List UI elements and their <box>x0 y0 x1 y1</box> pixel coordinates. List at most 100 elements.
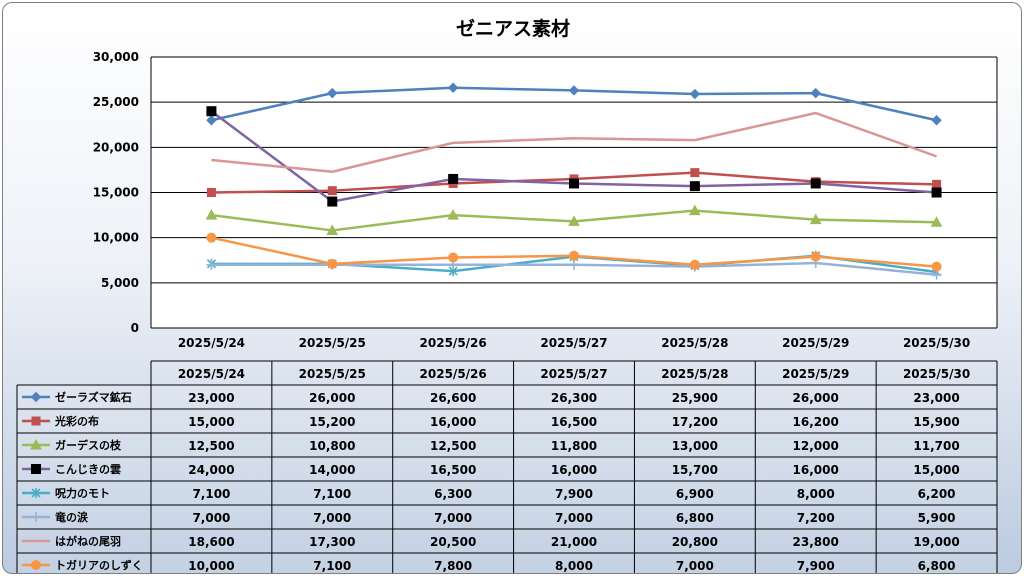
table-cell: 7,100 <box>313 487 351 501</box>
series-point <box>205 209 218 220</box>
table-cell: 14,000 <box>309 463 355 477</box>
table-cell: 11,700 <box>913 439 959 453</box>
legend-marker <box>31 464 41 474</box>
table-cell: 16,500 <box>551 415 597 429</box>
table-cell: 12,000 <box>793 439 839 453</box>
table-cell: 6,200 <box>918 487 956 501</box>
table-cell: 12,500 <box>430 439 476 453</box>
series-4 <box>206 106 942 207</box>
series-point <box>931 187 942 198</box>
table-cell: 26,300 <box>551 391 597 405</box>
table-cell: 26,000 <box>309 391 355 405</box>
table-cell: 23,000 <box>913 391 959 405</box>
legend-marker <box>30 438 42 450</box>
y-tick-label: 5,000 <box>101 276 139 290</box>
table-cell: 19,000 <box>913 535 959 549</box>
series-1 <box>206 82 942 126</box>
y-tick-label: 20,000 <box>93 140 139 154</box>
series-point <box>689 259 700 270</box>
legend-marker <box>31 488 41 498</box>
legend-key-5 <box>22 488 50 498</box>
series-point <box>810 251 821 262</box>
table-cell: 17,200 <box>672 415 718 429</box>
y-tick-label: 10,000 <box>93 231 139 245</box>
table-cell: 26,000 <box>793 391 839 405</box>
legend-label: ゼーラズマ鉱石 <box>55 390 132 404</box>
y-tick-label: 0 <box>131 321 139 335</box>
table-cell: 16,500 <box>430 463 476 477</box>
legend-label: ガーデスの枝 <box>55 438 122 452</box>
legend-label: 竜の涙 <box>55 510 88 524</box>
table-cell: 17,300 <box>309 535 355 549</box>
table-cell: 6,800 <box>918 559 956 573</box>
series-point <box>568 215 580 226</box>
legend-key-2 <box>22 416 50 426</box>
series-point <box>569 259 579 270</box>
series-point <box>810 178 821 189</box>
table-cell: 21,000 <box>551 535 597 549</box>
series-point <box>689 181 700 192</box>
table-cell: 7,900 <box>555 487 593 501</box>
table-header-cell: 2025/5/24 <box>178 367 245 381</box>
x-tick-label: 2025/5/30 <box>903 336 970 350</box>
legend-key-1 <box>22 391 50 403</box>
series-point <box>447 82 459 93</box>
table-cell: 16,000 <box>430 415 476 429</box>
table-header-cell: 2025/5/27 <box>540 367 607 381</box>
table-cell: 20,800 <box>672 535 718 549</box>
series-point <box>931 115 942 126</box>
table-cell: 7,100 <box>313 559 351 573</box>
series-point <box>326 224 339 235</box>
series-point <box>327 196 338 207</box>
series-point <box>809 213 822 225</box>
series-point <box>327 186 337 196</box>
table-cell: 6,900 <box>676 487 714 501</box>
table-cell: 10,000 <box>188 559 234 573</box>
x-tick-label: 2025/5/28 <box>661 336 728 350</box>
series-point <box>206 259 217 270</box>
series-point <box>932 179 942 189</box>
table-header-cell: 2025/5/26 <box>420 367 487 381</box>
legend-label: はがねの尾羽 <box>55 534 121 548</box>
table-cell: 5,900 <box>918 511 956 525</box>
series-point <box>327 87 338 99</box>
table-cell: 7,900 <box>797 559 835 573</box>
y-tick-label: 25,000 <box>93 95 139 109</box>
table-cell: 13,000 <box>672 439 718 453</box>
series-point <box>810 87 821 99</box>
table-cell: 7,200 <box>797 511 835 525</box>
series-point <box>206 188 216 197</box>
table-cell: 25,900 <box>672 391 718 405</box>
x-tick-label: 2025/5/24 <box>178 336 245 350</box>
series-point <box>569 178 579 189</box>
line-chart: ゼニアス素材 0 5,000 10,000 15,000 20,000 25,000 30,… <box>16 17 998 573</box>
table-cell: 8,000 <box>555 559 593 573</box>
table-cell: 24,000 <box>188 463 234 477</box>
table-header-cell: 2025/5/30 <box>903 367 970 381</box>
table-cell: 15,700 <box>672 463 718 477</box>
table-cell: 15,000 <box>188 415 234 429</box>
series-point <box>206 115 217 126</box>
table-cell: 16,200 <box>793 415 839 429</box>
table-cell: 8,000 <box>797 487 835 501</box>
series-point <box>568 85 580 96</box>
table-cell: 7,100 <box>192 487 230 501</box>
legend-label: 光彩の布 <box>54 414 99 428</box>
legend-label: トガリアのしずく <box>55 558 143 572</box>
x-tick-label: 2025/5/29 <box>782 336 849 350</box>
legend-label: 呪力のモト <box>55 486 110 500</box>
y-tick-label: 15,000 <box>93 186 139 200</box>
series-line <box>211 111 937 173</box>
chart-title: ゼニアス素材 <box>456 17 570 40</box>
table-cell: 26,600 <box>430 391 476 405</box>
series-point <box>931 261 942 272</box>
table-header-cell: 2025/5/28 <box>661 367 728 381</box>
series-point <box>689 88 701 100</box>
table-cell: 23,000 <box>188 391 234 405</box>
table-cell: 11,800 <box>551 439 597 453</box>
legend-marker <box>30 391 42 403</box>
series-point <box>206 232 217 243</box>
table-cell: 15,900 <box>913 415 959 429</box>
series-point <box>327 258 338 269</box>
legend-key-3 <box>22 438 50 450</box>
